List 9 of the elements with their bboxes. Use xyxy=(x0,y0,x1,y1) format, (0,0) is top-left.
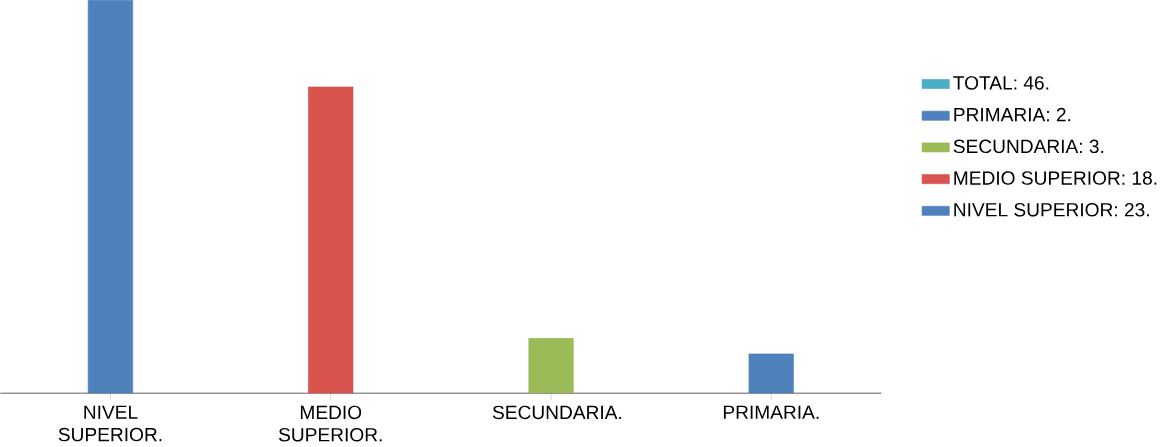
x-tick-label: MEDIO SUPERIOR. xyxy=(278,405,382,442)
legend-label: TOTAL: 46. xyxy=(953,76,1049,90)
legend-label: MEDIO SUPERIOR: 18. xyxy=(954,171,1157,185)
legend-label: PRIMARIA: 2. xyxy=(954,107,1071,122)
x-tick-label: PRIMARIA. xyxy=(723,405,819,419)
x-tick-label: NIVEL SUPERIOR. xyxy=(58,405,162,442)
legend-label: NIVEL SUPERIOR: 23. xyxy=(954,203,1149,217)
x-tick-label: SECUNDARIA. xyxy=(492,405,622,420)
legend-label: SECUNDARIA: 3. xyxy=(953,139,1104,154)
